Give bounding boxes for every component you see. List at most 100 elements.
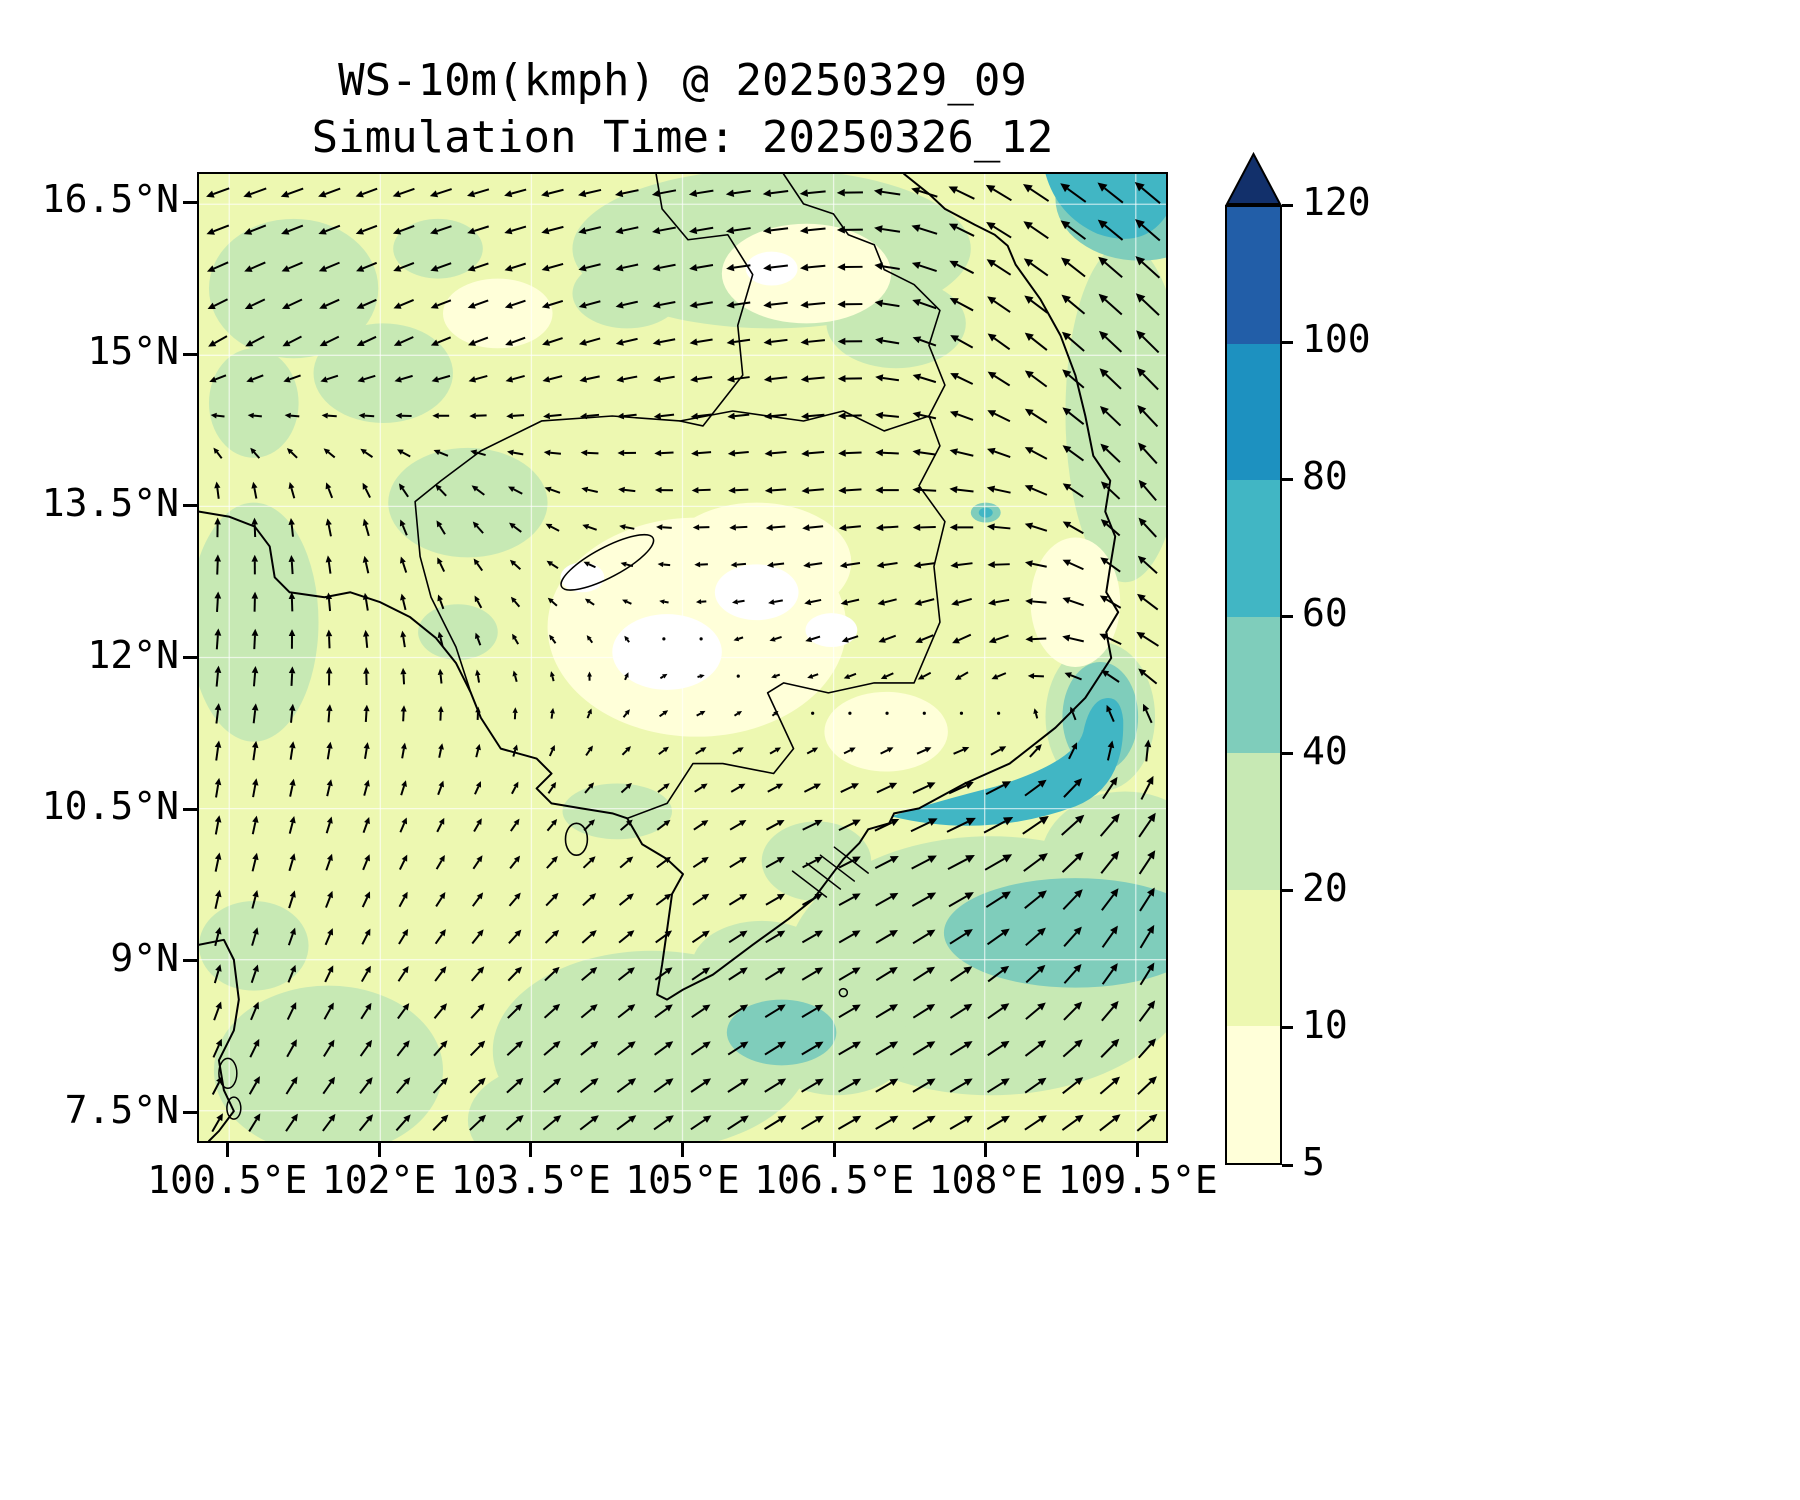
wind-arrow-shaft <box>691 1007 705 1019</box>
wind-arrow-shaft <box>469 1082 482 1094</box>
wind-arrow-head <box>799 189 809 197</box>
wind-arrow-shaft <box>1063 931 1078 947</box>
wind-arrow-head <box>325 482 332 490</box>
wind-arrow-shaft <box>733 712 739 717</box>
wind-arrow-head <box>253 1038 260 1047</box>
wind-arrow-head <box>777 930 786 938</box>
wind-arrow-head <box>889 892 899 901</box>
wind-arrow-head <box>1074 1039 1083 1048</box>
wind-arrow-head <box>801 486 810 494</box>
wind-arrow-head <box>578 190 587 198</box>
wind-arrow-head <box>362 592 370 600</box>
wind-arrow-head <box>840 599 849 606</box>
wind-arrow-head <box>504 227 513 235</box>
wind-arrow-head <box>663 856 671 864</box>
x-tick <box>377 1143 381 1157</box>
wind-arrow-shaft <box>212 187 230 196</box>
wind-arrow-shaft <box>622 189 639 195</box>
wind-arrow-shaft <box>802 859 817 869</box>
colorbar-tick-label: 120 <box>1302 180 1371 224</box>
wind-arrow-shaft <box>476 675 481 683</box>
wind-arrow-shaft <box>324 933 332 946</box>
wind-arrow-shaft <box>953 748 964 755</box>
wind-arrow-head <box>700 783 708 790</box>
wind-arrow-head <box>912 448 921 456</box>
wind-arrow-head <box>286 448 294 455</box>
wind-arrow-shaft <box>728 933 742 944</box>
wind-arrow-shaft <box>1031 525 1048 532</box>
wind-arrow-shaft <box>990 748 1002 756</box>
wind-arrow-head <box>652 226 661 235</box>
wind-arrow-head <box>663 819 671 827</box>
wind-arrow-shaft <box>1108 710 1115 723</box>
wind-arrow-head <box>214 591 222 599</box>
wind-arrow-head <box>814 893 823 901</box>
wind-arrow-shaft <box>582 896 592 907</box>
wind-arrow-head <box>210 412 217 419</box>
wind-arrow-shaft <box>801 933 817 944</box>
wind-arrow <box>811 711 815 715</box>
x-tick-label: 102°E <box>321 1158 437 1202</box>
wind-arrow-head <box>327 1039 335 1048</box>
colorbar-tick <box>1282 614 1293 618</box>
wind-arrow-head <box>987 371 997 380</box>
wind-arrow-head <box>813 783 822 790</box>
wind-arrow-shaft <box>1032 637 1047 641</box>
wind-arrow-shaft <box>359 1082 370 1095</box>
wind-arrow-shaft <box>1069 637 1084 643</box>
wind-arrow-head <box>290 1076 298 1085</box>
wind-arrow-head <box>987 296 997 305</box>
wind-arrow-shaft <box>1031 412 1048 424</box>
wind-arrow-shaft <box>882 451 899 455</box>
wind-arrow-shaft <box>838 1007 855 1019</box>
wind-arrow-shaft <box>475 749 480 758</box>
wind-arrow-head <box>438 817 445 825</box>
wind-arrow-head <box>550 781 557 789</box>
wind-arrow-head <box>1110 888 1119 898</box>
wind-arrow-head <box>912 486 921 494</box>
contour-region <box>313 323 453 423</box>
wind-arrow-head <box>654 449 662 457</box>
wind-arrow-head <box>469 412 476 419</box>
wind-arrow-head <box>873 187 883 196</box>
wind-arrow-shaft <box>588 600 595 606</box>
y-tick <box>183 807 197 811</box>
wind-arrow-head <box>402 928 409 937</box>
wind-arrow-shaft <box>696 264 714 269</box>
wind-arrow-shaft <box>325 822 331 834</box>
wind-arrow-head <box>1099 405 1109 415</box>
wind-arrow-shaft <box>472 860 480 870</box>
wind-arrow-head <box>987 561 995 569</box>
wind-arrow-shaft <box>992 225 1012 239</box>
wind-arrow-shaft <box>843 749 852 755</box>
wind-arrow-head <box>699 710 706 716</box>
wind-arrow-head <box>690 412 699 420</box>
wind-arrow-shaft <box>1030 337 1048 351</box>
wind-arrow-shaft <box>771 488 787 492</box>
wind-arrow-shaft <box>696 338 713 343</box>
wind-arrow-shaft <box>949 1007 967 1019</box>
wind-arrow-head <box>1064 672 1072 679</box>
wind-arrow-shaft <box>912 1007 929 1019</box>
wind-arrow-shaft <box>580 1044 593 1056</box>
wind-arrow-head <box>291 1113 298 1122</box>
wind-arrow-shaft <box>949 1081 967 1093</box>
wind-arrow-shaft <box>439 599 445 610</box>
wind-arrow-head <box>355 227 364 235</box>
wind-arrow-shaft <box>585 300 601 307</box>
wind-arrow-shaft <box>290 414 300 418</box>
wind-arrow-shaft <box>734 376 750 381</box>
wind-arrow-shaft <box>1062 1043 1078 1058</box>
wind-arrow-shaft <box>808 488 824 492</box>
wind-arrow-head <box>763 338 772 346</box>
wind-arrow-head <box>664 893 672 901</box>
contour-region <box>213 985 443 1141</box>
wind-arrow-shaft <box>660 375 675 381</box>
wind-arrow-head <box>1136 367 1146 377</box>
wind-arrow-head <box>653 375 661 383</box>
wind-arrow-head <box>886 747 894 753</box>
wind-arrow-shaft <box>252 374 264 381</box>
wind-arrow-head <box>252 778 259 786</box>
wind-arrow-shaft <box>474 375 488 381</box>
wind-arrow-head <box>590 1078 599 1086</box>
